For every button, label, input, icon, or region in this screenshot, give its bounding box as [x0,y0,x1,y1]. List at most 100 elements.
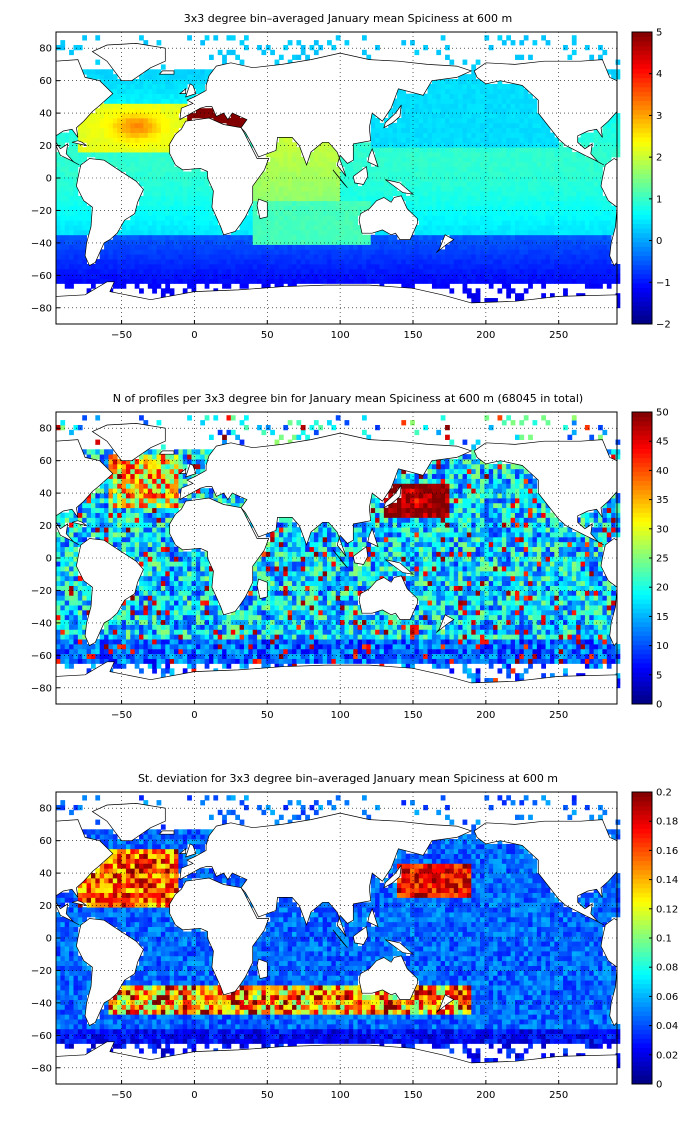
heatmap-cell [77,263,83,270]
heatmap-cell [130,225,136,231]
heatmap-cell [270,244,275,250]
heatmap-cell [230,268,236,275]
heatmap-cell [362,273,367,279]
heatmap-cell [484,263,490,270]
heatmap-cell [156,244,162,250]
heatmap-cell [418,98,424,104]
heatmap-cell [462,195,468,202]
heatmap-cell [362,234,367,241]
heatmap-cell [484,88,490,95]
heatmap-cell [270,156,275,163]
heatmap-cell [283,278,289,284]
heatmap-cell [458,210,463,216]
heatmap-cell [60,580,66,586]
heatmap-cell [370,147,376,153]
heatmap-cell [480,244,485,250]
heatmap-cell [401,137,407,143]
heatmap-cell [519,54,525,60]
heatmap-cell [108,244,114,250]
colorbar-tick-label: 2 [656,153,662,164]
heatmap-cell [567,210,573,216]
heatmap-cell [340,195,345,202]
heatmap-cell [209,229,214,236]
heatmap-cell [523,259,529,265]
heatmap-cell [309,259,315,265]
heatmap-cell [353,278,359,284]
heatmap-cell [484,181,490,187]
heatmap-cell [90,268,96,275]
heatmap-cell [532,200,538,206]
heatmap-cell [515,132,520,138]
heatmap-cell [475,152,481,158]
heatmap-cell [99,497,105,504]
heatmap-cell [458,215,463,221]
heatmap-cell [73,522,79,528]
heatmap-cell [121,629,127,635]
heatmap-cell [418,156,424,163]
heatmap-cell [134,527,140,533]
heatmap-cell [195,249,201,255]
heatmap-cell [458,190,463,197]
heatmap-cell [410,200,415,206]
heatmap-cell [576,254,581,260]
heatmap-cell [423,44,428,51]
heatmap-cell [598,152,603,158]
heatmap-cell [134,254,140,260]
heatmap-cell [112,541,118,548]
heatmap-cell [200,171,206,177]
heatmap-cell [125,658,131,664]
heatmap-cell [589,166,595,172]
heatmap-cell [331,215,337,221]
heatmap-cell [471,259,477,265]
heatmap-cell [497,244,503,250]
heatmap-cell [60,546,66,552]
heatmap-cell [270,195,275,202]
heatmap-cell [143,215,149,221]
heatmap-cell [510,215,516,221]
heatmap-cell [445,259,450,265]
heatmap-cell [64,176,70,182]
heatmap-cell [615,152,621,158]
heatmap-cell [143,40,149,46]
heatmap-cell [563,205,568,211]
heatmap-cell [147,605,153,611]
heatmap-cell [130,551,136,557]
heatmap-cell [165,259,171,265]
heatmap-cell [112,127,118,133]
heatmap-cell [545,215,551,221]
heatmap-cell [165,239,171,245]
heatmap-cell [152,639,157,645]
heatmap-cell [283,147,289,153]
heatmap-cell [121,283,127,289]
heatmap-cell [532,108,538,114]
heatmap-cell [143,585,149,591]
heatmap-cell [606,132,612,138]
heatmap-cell [174,234,179,241]
heatmap-cell [348,273,354,279]
heatmap-cell [458,122,463,129]
heatmap-cell [278,156,284,163]
heatmap-cell [440,181,446,187]
heatmap-cell [174,259,179,265]
heatmap-cell [532,181,538,187]
heatmap-cell [453,229,459,236]
heatmap-cell [418,195,424,202]
heatmap-cell [73,658,79,664]
spiciness-mean-panel: 3x3 degree bin–averaged January mean Spi… [0,12,696,362]
heatmap-cell [436,220,442,226]
heatmap-cell [554,273,560,279]
heatmap-cell [134,634,140,640]
heatmap-cell [488,259,494,265]
heatmap-cell [545,161,551,168]
heatmap-cell [121,653,127,659]
heatmap-cell [427,215,433,221]
heatmap-cell [366,152,372,158]
heatmap-cell [375,127,380,133]
heatmap-cell [143,88,149,95]
heatmap-cell [453,98,459,104]
heatmap-cell [410,132,415,138]
heatmap-cell [130,142,136,148]
heatmap-cell [261,186,267,192]
heatmap-cell [191,166,197,172]
heatmap-cell [226,239,232,245]
